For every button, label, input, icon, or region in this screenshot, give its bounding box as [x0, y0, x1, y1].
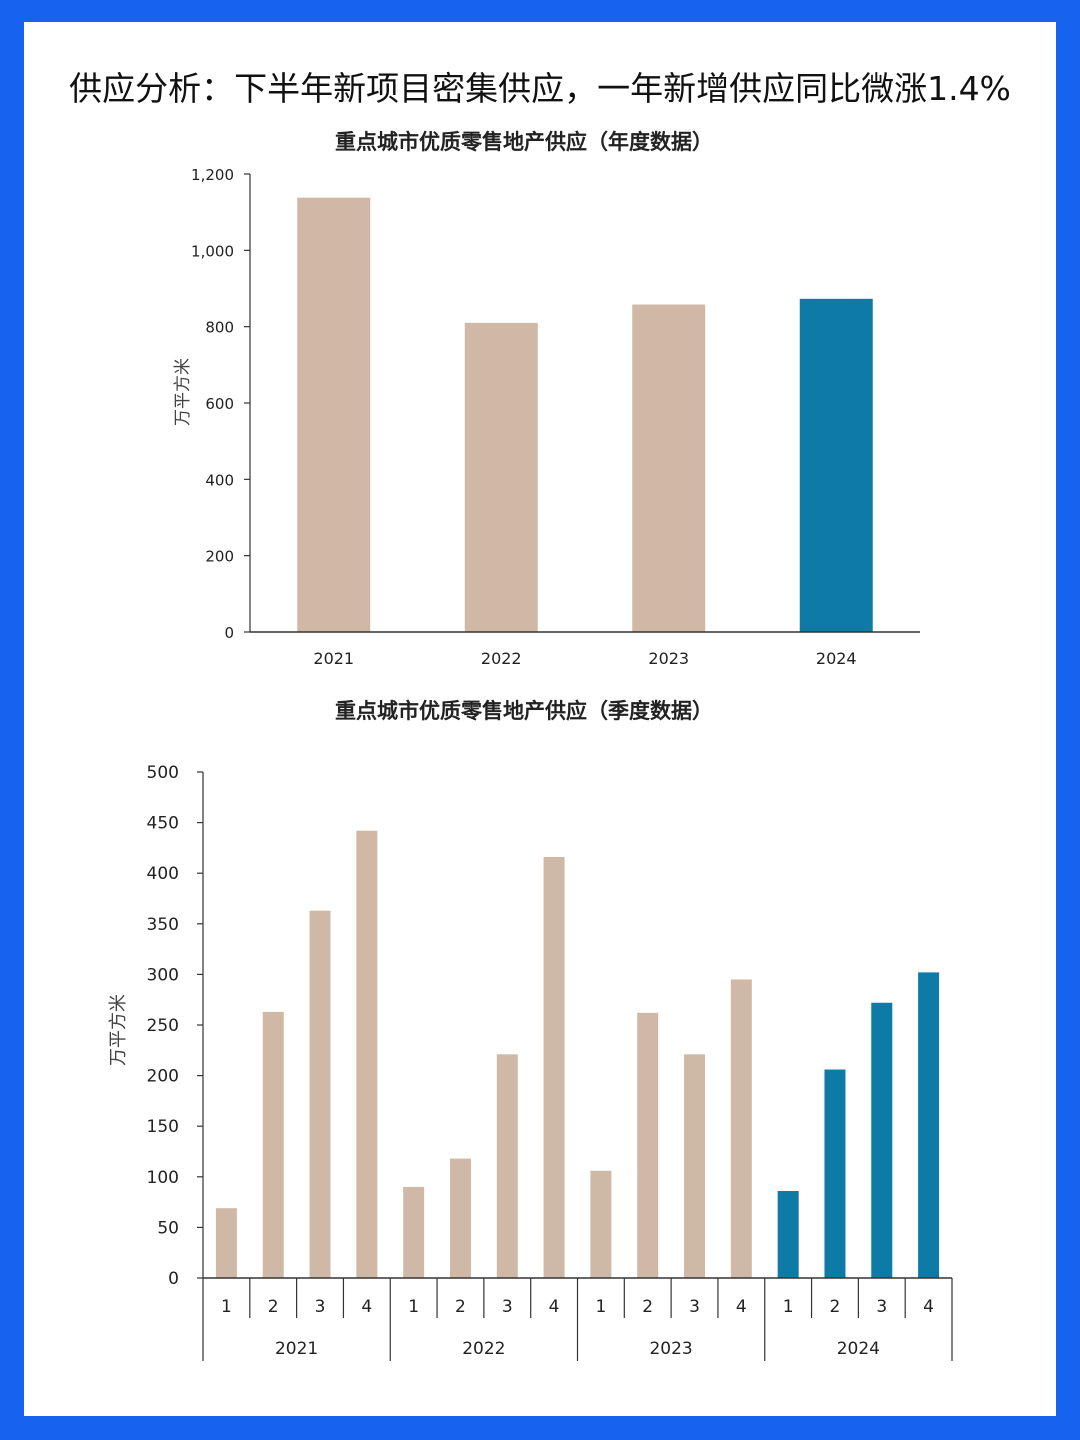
annual-bar-2023 [632, 304, 706, 632]
annual-x-tick-label: 2023 [648, 649, 689, 668]
quarter-label: 4 [361, 1297, 372, 1317]
quarterly-bar-2022-q4 [543, 857, 565, 1278]
quarterly-bar-2023-q4 [730, 979, 752, 1278]
quarterly-bar-2024-q4 [918, 972, 940, 1278]
year-group-label: 2021 [275, 1339, 318, 1359]
quarterly-bar-2023-q1 [590, 1170, 612, 1278]
quarterly-y-tick-label: 450 [147, 814, 179, 834]
annual-y-tick-label: 1,000 [191, 242, 234, 260]
quarterly-supply-chart: 重点城市优质零售地产供应（季度数据） 万平方米 0 50 100 150 200 250 3… [108, 699, 953, 1361]
quarter-label: 4 [923, 1297, 934, 1317]
quarter-label: 2 [455, 1297, 466, 1317]
quarterly-bar-2021-q1 [215, 1208, 237, 1278]
quarter-label: 3 [689, 1297, 700, 1317]
quarter-label: 1 [408, 1297, 419, 1317]
annual-chart-title: 重点城市优质零售地产供应（年度数据） [335, 130, 713, 154]
quarter-label: 3 [315, 1297, 326, 1317]
annual-bar-2021 [297, 197, 371, 632]
annual-y-axis-label: 万平方米 [173, 358, 193, 426]
annual-supply-chart: 重点城市优质零售地产供应（年度数据） 万平方米 0 200 400 600 800 1,0… [173, 130, 920, 668]
annual-y-tick-label: 600 [205, 395, 234, 413]
page-headline: 供应分析：下半年新项目密集供应，一年新增供应同比微涨1.4% [69, 69, 1011, 108]
quarterly-bar-2023-q3 [684, 1054, 706, 1278]
quarterly-y-tick-label: 250 [147, 1016, 179, 1036]
quarter-label: 1 [595, 1297, 606, 1317]
quarterly-bar-2022-q2 [449, 1158, 471, 1278]
quarterly-bar-2022-q3 [496, 1054, 518, 1278]
quarterly-bar-2021-q2 [262, 1011, 284, 1278]
annual-y-tick-label: 200 [205, 548, 234, 566]
quarterly-y-tick-label: 50 [157, 1218, 179, 1238]
quarterly-y-tick-label: 150 [147, 1117, 179, 1137]
quarterly-bar-2021-q3 [309, 910, 331, 1278]
quarterly-bar-2022-q1 [403, 1186, 425, 1278]
quarter-label: 3 [876, 1297, 887, 1317]
annual-x-axis: 2021 2022 2023 2024 [250, 631, 920, 668]
annual-y-tick-label: 400 [205, 471, 234, 489]
quarter-label: 4 [736, 1297, 747, 1317]
quarterly-bar-2024-q2 [824, 1069, 846, 1278]
quarterly-y-axis: 0 50 100 150 200 250 300 350 400 450 500 [147, 763, 204, 1289]
annual-y-tick-label: 800 [205, 319, 234, 337]
quarter-label: 1 [783, 1297, 794, 1317]
annual-x-tick-label: 2022 [481, 649, 522, 668]
quarter-label: 2 [268, 1297, 279, 1317]
annual-x-tick-label: 2024 [816, 649, 857, 668]
annual-y-tick-label: 1,200 [191, 166, 234, 184]
quarter-label: 2 [830, 1297, 841, 1317]
quarter-label: 3 [502, 1297, 513, 1317]
quarterly-bars [215, 830, 940, 1278]
quarterly-chart-title: 重点城市优质零售地产供应（季度数据） [335, 699, 713, 723]
annual-bar-2022 [464, 322, 538, 632]
quarterly-bar-2021-q4 [356, 830, 378, 1278]
quarterly-bar-2023-q2 [637, 1012, 659, 1278]
quarterly-y-tick-label: 350 [147, 915, 179, 935]
annual-bar-2024 [799, 298, 873, 632]
quarterly-y-tick-label: 400 [147, 864, 179, 884]
quarterly-y-tick-label: 200 [147, 1067, 179, 1087]
year-group-label: 2024 [837, 1339, 880, 1359]
quarterly-y-tick-label: 100 [147, 1168, 179, 1188]
quarter-label: 1 [221, 1297, 232, 1317]
quarterly-y-tick-label: 500 [147, 763, 179, 783]
quarterly-x-axis: 1 2 3 4 2021 1 2 3 4 2022 1 2 3 4 2023 1 2 3 4 2024 [202, 1277, 953, 1361]
annual-bars [297, 197, 873, 632]
annual-y-axis: 0 200 400 600 800 1,000 1,200 [191, 166, 251, 642]
quarter-label: 2 [642, 1297, 653, 1317]
quarterly-bar-2024-q1 [777, 1190, 799, 1278]
quarterly-y-axis-label: 万平方米 [108, 994, 129, 1066]
year-group-label: 2022 [462, 1339, 505, 1359]
quarterly-y-tick-label: 0 [168, 1269, 179, 1289]
annual-x-tick-label: 2021 [313, 649, 354, 668]
quarterly-y-tick-label: 300 [147, 965, 179, 985]
annual-y-tick-label: 0 [224, 624, 234, 642]
year-group-label: 2023 [649, 1339, 692, 1359]
quarterly-bar-2024-q3 [871, 1002, 893, 1278]
quarter-label: 4 [549, 1297, 560, 1317]
